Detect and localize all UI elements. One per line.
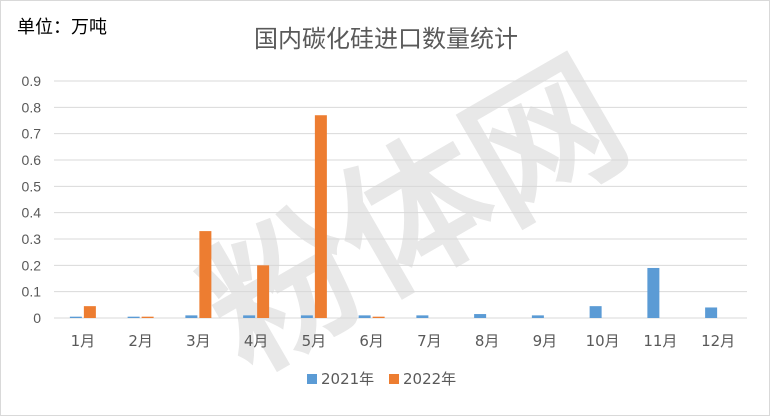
- bar-series2: [372, 316, 385, 318]
- y-tick-label: 0.7: [22, 126, 42, 142]
- bar-series2: [83, 306, 96, 318]
- y-tick-label: 0.2: [22, 257, 42, 273]
- bar-series2: [314, 115, 327, 318]
- legend-swatch: [389, 374, 399, 384]
- legend-swatch: [307, 374, 317, 384]
- x-tick-label: 6月: [359, 332, 384, 350]
- legend-label: 2022年: [403, 370, 456, 388]
- y-tick-label: 0.4: [22, 205, 42, 221]
- bar-series1: [416, 315, 429, 318]
- y-tick-label: 0.1: [22, 284, 42, 300]
- bar-series1: [589, 306, 602, 318]
- bar-series1: [531, 315, 544, 318]
- bar-series1: [705, 307, 718, 318]
- bar-series1: [127, 316, 140, 318]
- x-tick-label: 1月: [71, 332, 96, 350]
- bar-series1: [647, 267, 660, 318]
- bar-series1: [243, 315, 256, 318]
- x-tick-label: 12月: [701, 332, 735, 350]
- x-tick-label: 10月: [586, 332, 620, 350]
- legend-label: 2021年: [321, 370, 374, 388]
- chart-title: 国内碳化硅进口数量统计: [254, 25, 518, 53]
- bar-series2: [141, 316, 154, 318]
- y-tick-label: 0.6: [22, 152, 42, 168]
- y-tick-label: 0.9: [22, 73, 42, 89]
- x-tick-label: 2月: [128, 332, 153, 350]
- bar-series1: [300, 315, 313, 318]
- x-tick-label: 11月: [643, 332, 677, 350]
- y-tick-label: 0: [33, 310, 41, 326]
- x-tick-label: 8月: [475, 332, 500, 350]
- bar-series1: [185, 315, 198, 318]
- y-tick-label: 0.8: [22, 99, 42, 115]
- bar-series1: [69, 316, 82, 318]
- x-tick-label: 9月: [533, 332, 558, 350]
- y-tick-label: 0.3: [22, 231, 42, 247]
- bar-series2: [199, 231, 212, 318]
- bar-series1: [358, 315, 371, 318]
- x-tick-label: 4月: [244, 332, 269, 350]
- unit-label: 单位：万吨: [17, 17, 107, 38]
- x-tick-label: 3月: [186, 332, 211, 350]
- bar-series1: [474, 314, 487, 318]
- bar-series2: [257, 265, 270, 318]
- x-tick-label: 7月: [417, 332, 442, 350]
- x-tick-label: 5月: [302, 332, 327, 350]
- y-tick-label: 0.5: [22, 178, 42, 194]
